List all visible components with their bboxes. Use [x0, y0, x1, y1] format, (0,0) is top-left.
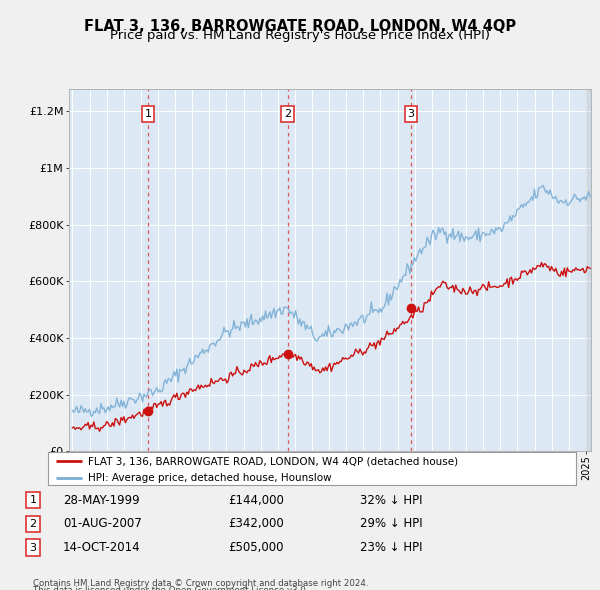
Text: FLAT 3, 136, BARROWGATE ROAD, LONDON, W4 4QP: FLAT 3, 136, BARROWGATE ROAD, LONDON, W4… — [84, 19, 516, 34]
Text: 29% ↓ HPI: 29% ↓ HPI — [360, 517, 422, 530]
Text: 1: 1 — [29, 496, 37, 505]
Text: 28-MAY-1999: 28-MAY-1999 — [63, 494, 140, 507]
Text: 23% ↓ HPI: 23% ↓ HPI — [360, 541, 422, 554]
Text: Contains HM Land Registry data © Crown copyright and database right 2024.: Contains HM Land Registry data © Crown c… — [33, 579, 368, 588]
Text: 1: 1 — [145, 109, 151, 119]
Text: 2: 2 — [29, 519, 37, 529]
Text: FLAT 3, 136, BARROWGATE ROAD, LONDON, W4 4QP (detached house): FLAT 3, 136, BARROWGATE ROAD, LONDON, W4… — [88, 456, 458, 466]
Text: £144,000: £144,000 — [228, 494, 284, 507]
Text: This data is licensed under the Open Government Licence v3.0.: This data is licensed under the Open Gov… — [33, 586, 308, 590]
Text: 3: 3 — [407, 109, 415, 119]
Text: 32% ↓ HPI: 32% ↓ HPI — [360, 494, 422, 507]
Text: 01-AUG-2007: 01-AUG-2007 — [63, 517, 142, 530]
Text: £505,000: £505,000 — [228, 541, 284, 554]
Text: 3: 3 — [29, 543, 37, 552]
Text: 2: 2 — [284, 109, 291, 119]
Bar — [586, 88, 591, 451]
Text: 14-OCT-2014: 14-OCT-2014 — [63, 541, 140, 554]
Text: £342,000: £342,000 — [228, 517, 284, 530]
Text: Price paid vs. HM Land Registry's House Price Index (HPI): Price paid vs. HM Land Registry's House … — [110, 30, 490, 42]
Text: HPI: Average price, detached house, Hounslow: HPI: Average price, detached house, Houn… — [88, 473, 331, 483]
